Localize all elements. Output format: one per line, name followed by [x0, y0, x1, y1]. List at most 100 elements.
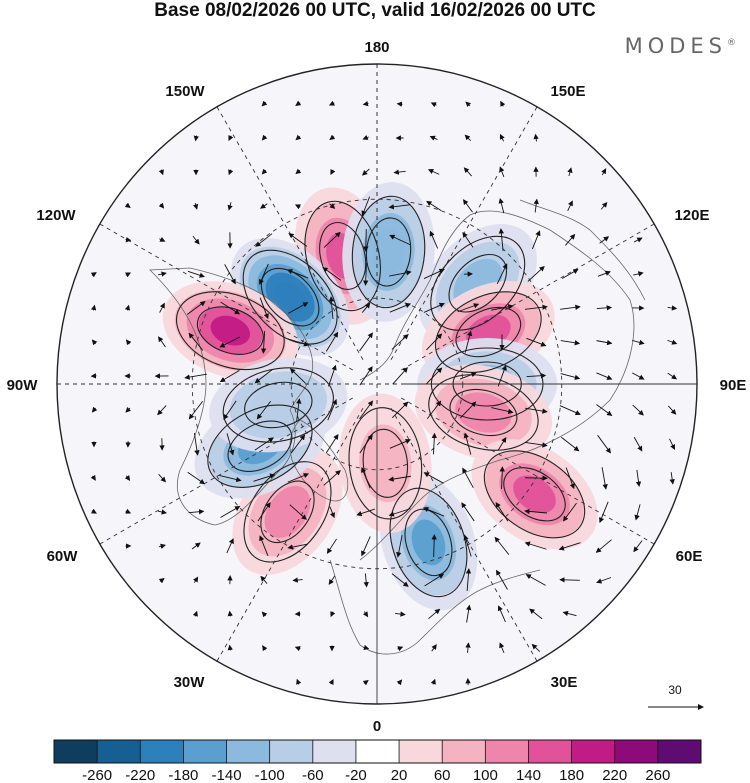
wind-arrow [193, 576, 199, 583]
colorbar-swatch [442, 740, 486, 763]
wind-arrow [558, 542, 581, 551]
height-contour [428, 374, 539, 451]
wind-arrow [599, 236, 610, 244]
wind-arrow [457, 303, 480, 313]
wind-arrow [292, 577, 303, 583]
wind-arrow [193, 135, 200, 142]
map-title: Base 08/02/2026 00 UTC, valid 16/02/2026… [154, 0, 596, 21]
wind-arrow [259, 535, 269, 557]
wind-arrow [560, 340, 581, 346]
wind-arrow [223, 400, 237, 420]
wind-arrow [363, 644, 370, 651]
anomaly-band [513, 475, 556, 514]
wind-arrow [525, 441, 548, 448]
wind-arrow [531, 643, 541, 652]
wind-arrow [669, 438, 675, 451]
colorbar-tick-label: 260 [645, 767, 670, 783]
wind-arrow [527, 265, 545, 282]
map-background [57, 64, 697, 704]
height-contour [227, 420, 293, 472]
wind-arrow [498, 197, 505, 214]
wind-arrow [296, 398, 302, 421]
wind-arrow [125, 237, 132, 243]
wind-arrow [601, 168, 607, 176]
wind-arrow [362, 100, 369, 107]
wind-arrow [289, 368, 306, 384]
colorbar-tick-label: -60 [302, 767, 324, 783]
wind-arrow [288, 233, 308, 247]
wind-arrow [667, 372, 678, 380]
wind-arrow [389, 270, 412, 277]
height-contour [362, 428, 409, 498]
wind-arrow [599, 501, 609, 524]
wind-arrow [667, 339, 678, 345]
lon-label-120e: 120E [674, 207, 709, 224]
wind-arrow [257, 502, 271, 522]
wind-arrow [254, 437, 274, 451]
colorbar: -260 -220 -180 -140 -100 -60 -20 20 60 100 140 180 2… [53, 739, 702, 783]
map-disc [57, 64, 697, 704]
wind-arrow [497, 605, 506, 623]
wind-arrow [328, 364, 337, 387]
wind-arrow [259, 297, 269, 320]
map-border [56, 63, 698, 705]
reference-vector-label: 30 [668, 683, 682, 697]
wind-arrow [220, 506, 241, 518]
lon-label-30w: 30W [174, 674, 206, 691]
wind-arrow [632, 404, 644, 416]
wind-arrow [260, 203, 268, 209]
wind-arrow [158, 577, 165, 584]
wind-arrow [157, 271, 167, 277]
wind-arrow [596, 577, 612, 584]
wind-arrow [601, 467, 608, 490]
wind-arrow [596, 305, 613, 311]
colorbar-tick-label: -180 [168, 767, 198, 783]
wind-arrow [188, 509, 205, 515]
colorbar-tick-label: -260 [82, 767, 112, 783]
wind-arrow [396, 101, 403, 107]
wind-arrow [389, 234, 411, 246]
colorbar-frame [53, 739, 702, 764]
wind-arrow [561, 269, 579, 279]
wind-arrow [329, 203, 336, 209]
wind-arrow [295, 168, 302, 175]
wind-arrow [363, 228, 369, 252]
lon-label-120w: 120W [36, 207, 76, 224]
wind-arrow [124, 272, 132, 278]
wind-arrow [497, 364, 507, 387]
wind-arrow [633, 237, 643, 243]
wind-arrow [158, 202, 165, 209]
wind-arrow [296, 678, 302, 685]
wind-arrow [219, 370, 240, 383]
wind-arrow [499, 466, 505, 490]
wind-arrow [289, 504, 307, 520]
wind-arrow [533, 133, 539, 142]
wind-arrow [423, 268, 445, 279]
wind-arrow [498, 228, 505, 251]
wind-arrow [463, 432, 472, 455]
wind-arrow [391, 333, 409, 350]
wind-arrow [286, 269, 309, 279]
wind-arrow [567, 200, 573, 212]
wind-arrow [459, 372, 477, 380]
wind-arrow [465, 101, 472, 108]
lon-label-30e: 30E [551, 674, 578, 691]
wind-arrow [633, 540, 643, 553]
wind-arrow [562, 502, 577, 522]
wind-arrow [158, 336, 166, 348]
wind-arrow [158, 473, 167, 483]
wind-arrow [322, 267, 342, 281]
wind-arrow [465, 642, 471, 653]
wind-arrow [227, 644, 233, 651]
wind-arrow [261, 168, 268, 175]
wind-arrow [531, 230, 541, 250]
wind-arrow [261, 134, 268, 141]
wind-arrow [633, 271, 644, 277]
wind-arrow [431, 432, 437, 455]
brand-mark: ® [727, 38, 736, 48]
wind-arrow [423, 472, 444, 484]
wind-arrow [325, 331, 339, 352]
anomaly-negative [342, 182, 435, 322]
colorbar-swatch [140, 740, 184, 763]
